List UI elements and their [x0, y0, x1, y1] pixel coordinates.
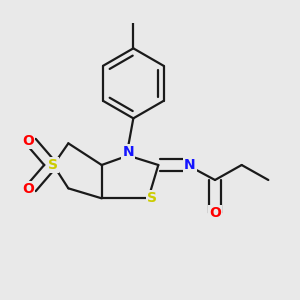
Text: S: S: [48, 158, 58, 172]
Text: O: O: [22, 134, 34, 148]
Text: S: S: [147, 191, 157, 205]
Text: N: N: [184, 158, 196, 172]
Text: O: O: [22, 182, 34, 196]
Text: O: O: [209, 206, 221, 220]
Text: N: N: [122, 145, 134, 159]
